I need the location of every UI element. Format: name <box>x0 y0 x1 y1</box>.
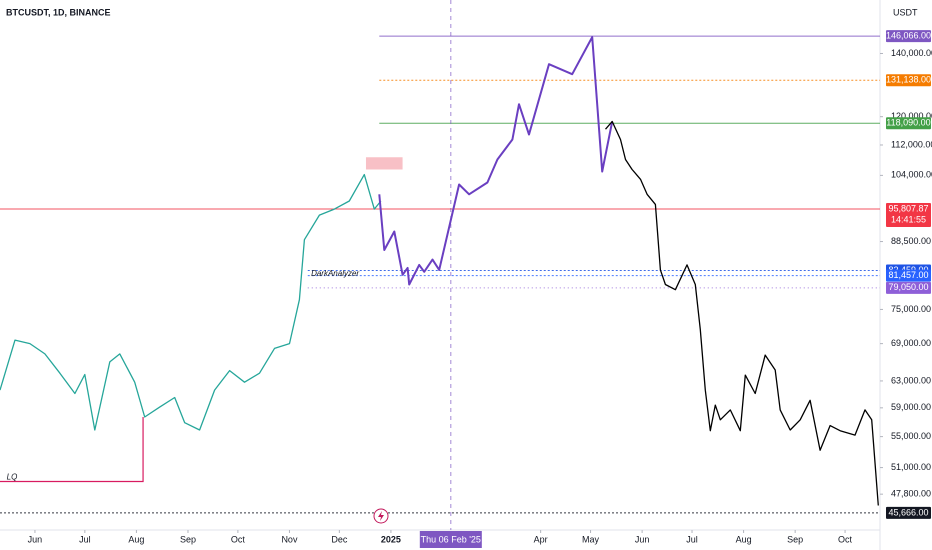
price-label: 95,807.87 <box>888 203 928 213</box>
x-tick-label: 2025 <box>381 534 401 544</box>
price-line <box>605 120 879 506</box>
x-tick-label: Jun <box>635 534 650 544</box>
price-label: 81,457.00 <box>888 270 928 280</box>
x-tick-label: Jul <box>686 534 698 544</box>
event-icon-bolt <box>378 511 384 521</box>
price-label: 79,050.00 <box>888 282 928 292</box>
y-tick-label: 47,800.00 <box>891 489 931 499</box>
x-tick-label: Aug <box>128 534 144 544</box>
price-label-bg <box>886 281 931 294</box>
y-tick-label: 63,000.00 <box>891 375 931 385</box>
x-tick-label: Nov <box>281 534 298 544</box>
y-tick-label: 69,000.00 <box>891 338 931 348</box>
countdown-label: 14:41:55 <box>891 214 926 224</box>
x-tick-label: Oct <box>231 534 246 544</box>
price-line <box>0 173 382 431</box>
y-tick-label: 75,000.00 <box>891 304 931 314</box>
y-tick-label: 104,000.00 <box>891 170 932 180</box>
price-label-bg <box>886 117 931 130</box>
crosshair-label: Thu 06 Feb '25 <box>421 534 481 544</box>
y-tick-label: 120,000.00 <box>891 111 932 121</box>
zone <box>365 157 403 170</box>
chart-title: BTCUSDT, 1D, BINANCE <box>6 7 111 17</box>
x-tick-label: Sep <box>787 534 803 544</box>
x-tick-label: May <box>582 534 600 544</box>
price-label-bg <box>886 269 931 282</box>
price-label: 131,138.00 <box>886 75 931 85</box>
annotation: DarkAnalyzer <box>311 269 359 278</box>
y-tick-label: 59,000.00 <box>891 402 931 412</box>
y-axis-label: USDT <box>893 7 918 17</box>
annotation-line <box>0 416 144 483</box>
price-label: 146,066.00 <box>886 30 931 40</box>
price-label-bg <box>886 74 931 87</box>
y-tick-label: 112,000.00 <box>891 139 932 149</box>
price-label-bg <box>886 203 931 228</box>
y-tick-label: 88,500.00 <box>891 236 931 246</box>
x-tick-label: Dec <box>331 534 348 544</box>
x-tick-label: Sep <box>180 534 196 544</box>
x-tick-label: Oct <box>838 534 853 544</box>
x-tick-label: Apr <box>534 534 548 544</box>
price-label: 45,666.00 <box>888 507 928 517</box>
y-tick-label: 51,000.00 <box>891 462 931 472</box>
price-label: 118,090.00 <box>886 118 930 128</box>
x-tick-label: Jul <box>79 534 91 544</box>
price-label-bg <box>886 30 931 43</box>
price-label-bg <box>886 506 931 519</box>
y-tick-label: 140,000.00 <box>891 48 932 58</box>
annotation: LQ <box>7 473 18 482</box>
y-tick-label: 55,000.00 <box>891 431 931 441</box>
plot-area <box>0 0 880 530</box>
x-tick-label: Jun <box>28 534 43 544</box>
price-line <box>378 36 614 286</box>
crosshair-label-bg <box>419 531 482 548</box>
x-tick-label: Aug <box>736 534 752 544</box>
